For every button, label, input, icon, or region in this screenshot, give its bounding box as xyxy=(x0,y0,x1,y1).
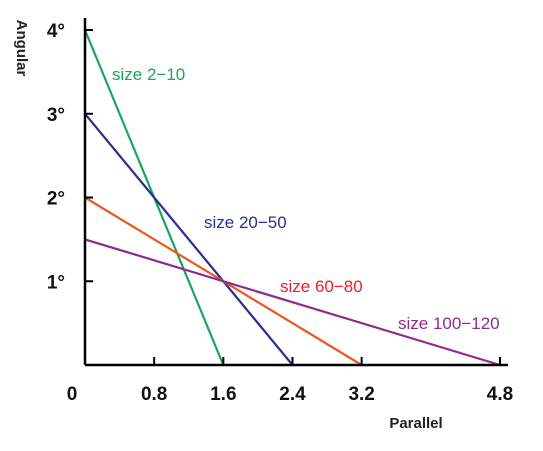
tick-layer: 0 0.8 1.6 2.4 3.2 4.8 1° 2° 3° 4° xyxy=(47,21,513,405)
x-tick-label: 1.6 xyxy=(210,384,236,405)
x-tick-label: 3.2 xyxy=(348,384,374,405)
y-tick-label: 4° xyxy=(47,21,65,42)
y-tick-label: 3° xyxy=(47,105,65,126)
series-line-4 xyxy=(84,238,501,367)
x-tick-label: 2.4 xyxy=(279,384,306,405)
x-tick-label: 4.8 xyxy=(487,384,513,405)
series-label-3: size 60−80 xyxy=(280,277,363,296)
series-label-layer: size 2−10 size 20−50 size 60−80 size 100−12… xyxy=(112,65,500,333)
x-tick-label: 0.8 xyxy=(141,384,167,405)
series-label-1: size 2−10 xyxy=(112,65,185,84)
y-tick-label: 1° xyxy=(47,272,65,293)
x-tick-label: 0 xyxy=(67,384,78,405)
y-tick-label: 2° xyxy=(47,189,65,210)
x-axis-title: Parallel xyxy=(389,415,442,432)
series-layer xyxy=(83,29,501,367)
series-label-2: size 20−50 xyxy=(204,213,287,232)
series-label-4: size 100−120 xyxy=(398,314,500,333)
series-line-2 xyxy=(84,113,294,366)
y-axis-title: Angular xyxy=(13,20,30,77)
